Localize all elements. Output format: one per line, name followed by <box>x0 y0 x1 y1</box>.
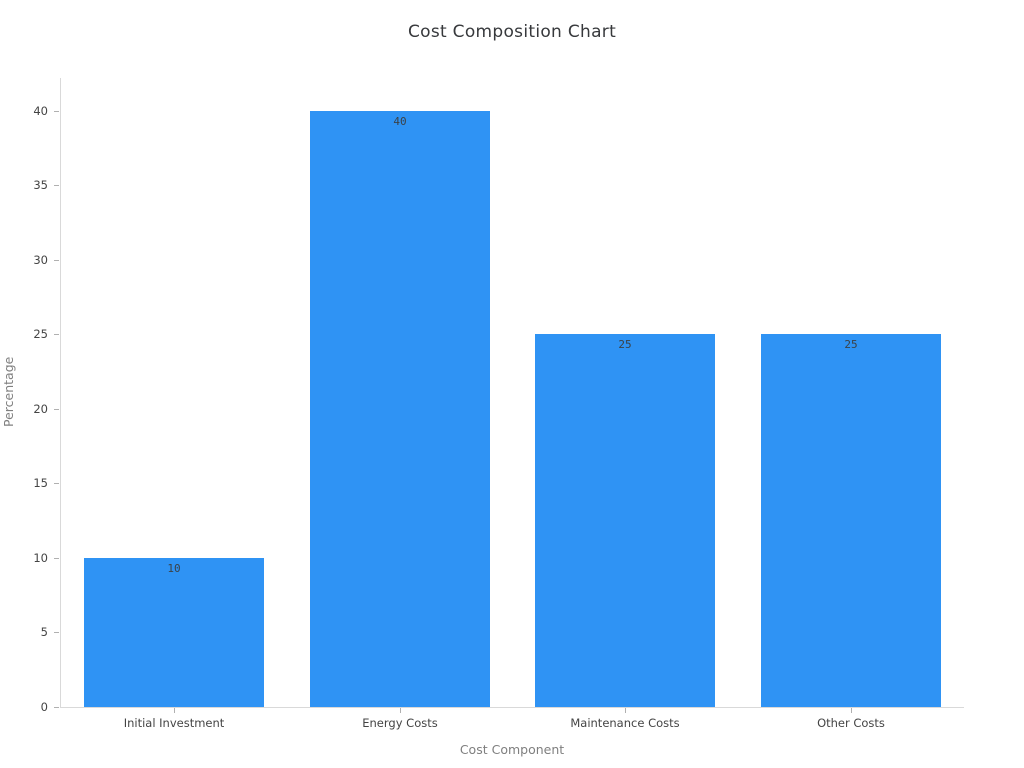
y-tick-mark <box>54 409 59 410</box>
y-tick-label: 10 <box>33 551 48 565</box>
bar-energy-costs: 40 <box>310 111 490 707</box>
bar-other-costs: 25 <box>761 334 941 707</box>
x-tick-label: Initial Investment <box>123 716 225 730</box>
y-tick-label: 25 <box>33 327 48 341</box>
y-tick-label: 20 <box>33 402 48 416</box>
x-tick-label: Maintenance Costs <box>570 716 680 730</box>
y-tick-mark <box>54 483 59 484</box>
y-tick-mark <box>54 334 59 335</box>
bar-maintenance-costs: 25 <box>535 334 715 707</box>
plot-area: 10 40 25 25 <box>60 78 964 708</box>
y-tick-label: 5 <box>40 625 48 639</box>
x-tick-label: Energy Costs <box>362 716 438 730</box>
y-tick-mark <box>54 632 59 633</box>
x-tick-mark <box>174 708 175 713</box>
x-axis-title: Cost Component <box>459 742 565 757</box>
y-tick-label: 15 <box>33 476 48 490</box>
x-tick-label: Other Costs <box>817 716 885 730</box>
y-tick-label: 35 <box>33 178 48 192</box>
x-tick-mark <box>625 708 626 713</box>
chart-title: Cost Composition Chart <box>407 22 617 42</box>
bar-value-label: 10 <box>167 562 181 575</box>
y-tick-mark <box>54 111 59 112</box>
bar-value-label: 25 <box>844 338 858 351</box>
y-tick-label: 30 <box>33 253 48 267</box>
y-tick-label: 40 <box>33 104 48 118</box>
y-tick-mark <box>54 260 59 261</box>
bar-initial-investment: 10 <box>84 558 264 707</box>
bar-value-label: 40 <box>393 115 407 128</box>
y-tick-label: 0 <box>40 700 48 714</box>
x-tick-mark <box>851 708 852 713</box>
y-tick-mark <box>54 707 59 708</box>
x-tick-mark <box>400 708 401 713</box>
bar-value-label: 25 <box>618 338 632 351</box>
y-tick-mark <box>54 185 59 186</box>
y-tick-mark <box>54 558 59 559</box>
